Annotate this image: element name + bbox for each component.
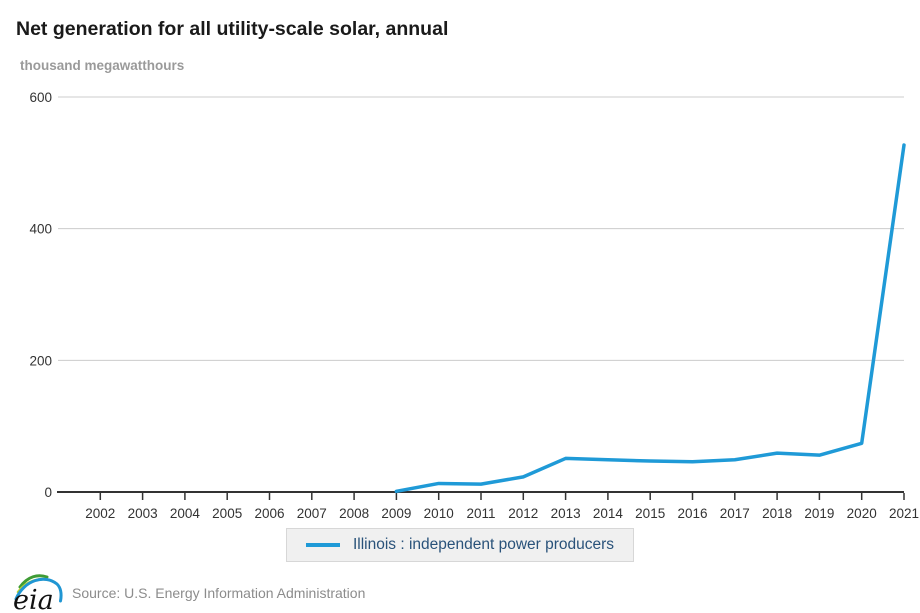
eia-logo-green-arc [18, 574, 49, 589]
x-tick-label: 2007 [297, 506, 327, 521]
x-tick-label: 2014 [593, 506, 624, 521]
x-tick-label: 2016 [677, 506, 707, 521]
y-tick-label: 600 [29, 90, 52, 105]
legend-line-swatch [305, 543, 340, 547]
eia-logo[interactable]: eia [12, 570, 66, 612]
x-tick-label: 2020 [847, 506, 877, 521]
x-tick-label: 2002 [85, 506, 115, 521]
x-tick-label: 2017 [720, 506, 750, 521]
line-chart: 0 200 400 600 2002 2003 2004 2005 2006 2007 2008 20… [29, 90, 919, 521]
legend-label: Illinois : independent power producers [352, 536, 615, 553]
y-axis-units-label: thousand megawatthours [20, 58, 185, 73]
x-tick-label: 2015 [635, 506, 665, 521]
x-tick-label: 2003 [128, 506, 158, 521]
x-tick-label: 2004 [170, 506, 201, 521]
x-tick-label: 2013 [551, 506, 581, 521]
y-tick-label: 200 [29, 353, 52, 368]
x-tick-label: 2005 [212, 506, 242, 521]
data-line [394, 143, 906, 494]
x-tick-label: 2010 [424, 506, 454, 521]
eia-logo-blue-arc [14, 577, 63, 603]
x-tick-label: 2021 [889, 506, 919, 521]
x-tick-label: 2018 [762, 506, 792, 521]
x-tick-label: 2008 [339, 506, 369, 521]
y-tick-label: 0 [44, 485, 52, 500]
x-tick-label: 2019 [804, 506, 834, 521]
chart-title: Net generation for all utility-scale sol… [16, 18, 449, 40]
legend: Illinois : independent power producers [0, 528, 920, 562]
x-tick-label: 2012 [508, 506, 538, 521]
legend-item[interactable]: Illinois : independent power producers [285, 528, 635, 562]
x-tick-label: 2011 [466, 506, 495, 521]
y-tick-label: 400 [29, 222, 52, 237]
eia-logo-text: eia [13, 585, 54, 612]
footer: eia Source: U.S. Energy Information Admi… [0, 568, 920, 613]
x-tick-label: 2006 [254, 506, 284, 521]
x-tick-label: 2009 [381, 506, 411, 521]
source-text: Source: U.S. Energy Information Administ… [72, 585, 366, 601]
